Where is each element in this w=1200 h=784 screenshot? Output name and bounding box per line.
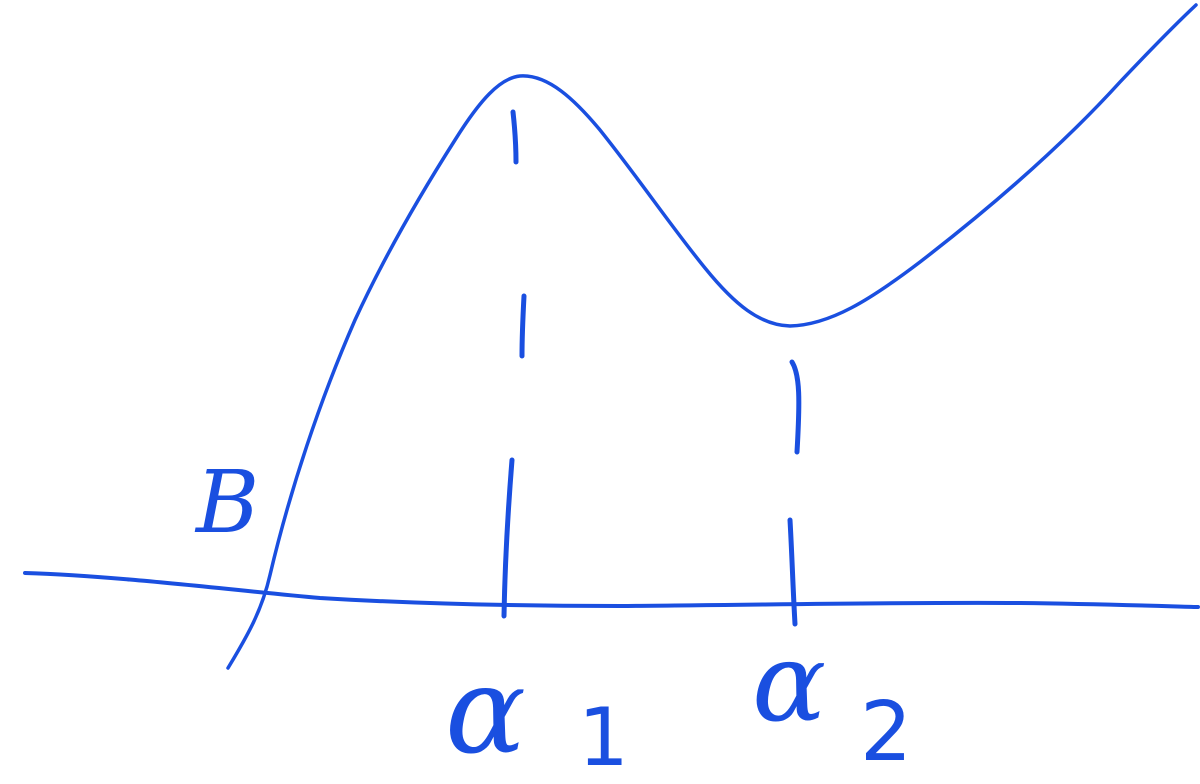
function-curve	[226, 3, 1198, 670]
x-axis-line	[23, 571, 1200, 609]
alpha2-subscript: 2	[860, 685, 912, 780]
alpha1-dash-1	[510, 109, 519, 165]
alpha1-dash-3	[501, 457, 515, 619]
alpha1-subscript: 1	[578, 691, 629, 784]
alpha2-dash-1	[789, 359, 802, 455]
alpha1-symbol: α	[445, 642, 526, 781]
alpha1-dash-2	[519, 293, 527, 359]
alpha2-symbol: α	[752, 618, 826, 746]
alpha2-dash-2	[787, 517, 798, 627]
beta-label: B	[194, 453, 259, 553]
alpha1-dashed-line	[501, 109, 527, 619]
alpha2-dashed-line	[787, 359, 802, 627]
